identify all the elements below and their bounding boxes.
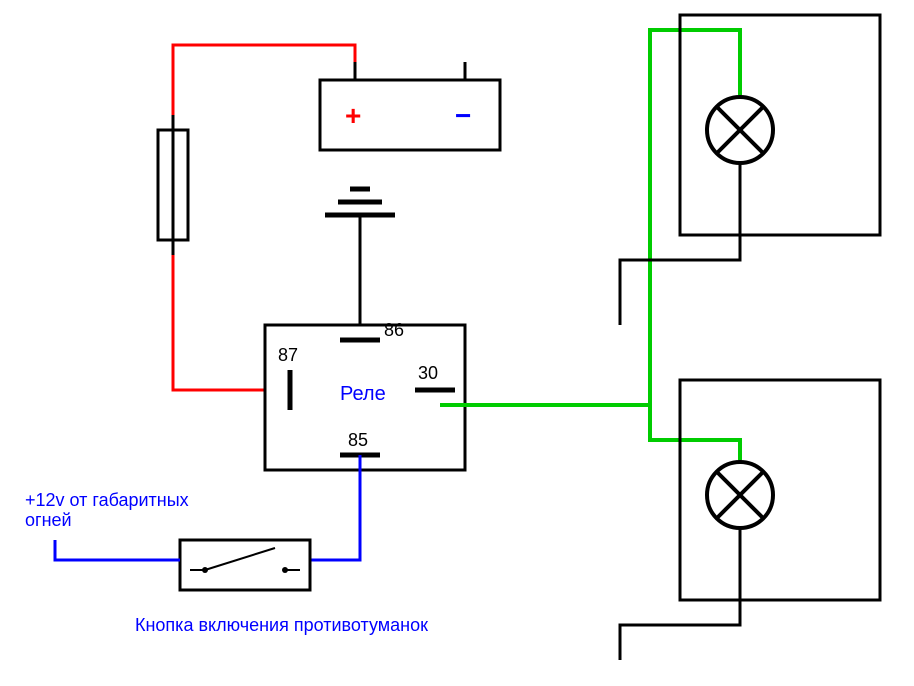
switch-box [180,540,310,590]
pin30-label: 30 [418,363,438,384]
relay-label: Реле [340,383,386,406]
wire-red-2 [173,255,265,390]
switch-symbol [190,548,300,573]
pin85-label: 85 [348,430,368,451]
battery-plus: + [345,100,361,132]
lamp1-box [680,15,880,235]
lamp2-box [680,380,880,600]
ground-symbol [325,189,395,325]
pin87-label: 87 [278,345,298,366]
battery-minus: − [455,100,471,132]
wire-black-lamp1 [620,235,740,325]
input-label-2: огней [25,510,72,531]
input-label-1: +12v от габаритных [25,490,189,511]
wire-blue-input [55,540,180,560]
lamp1-symbol [707,95,773,235]
wire-black-lamp2 [620,600,740,660]
fuse [158,115,188,255]
wire-green-lamp1 [650,30,740,405]
pin86-label: 86 [384,320,404,341]
switch-label: Кнопка включения противотуманок [135,615,428,636]
lamp2-symbol [707,460,773,600]
wire-green-lamp2 [650,405,740,460]
